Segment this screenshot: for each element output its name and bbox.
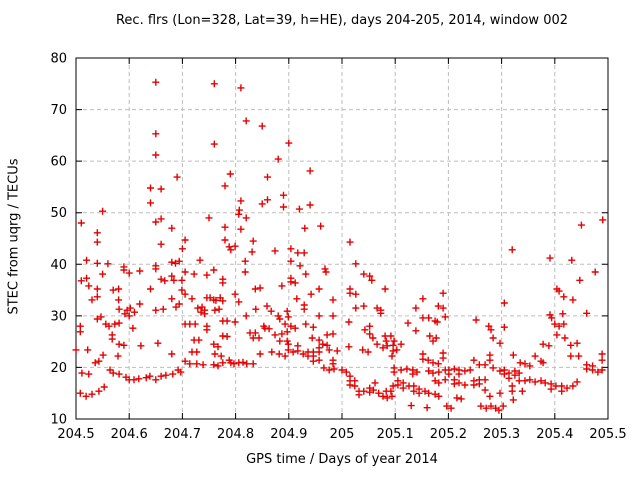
data-points [72,78,607,414]
x-tick-label: 204.8 [217,427,254,442]
x-tick-label: 204.9 [270,427,307,442]
x-tick-label: 205.5 [589,427,626,442]
axis-ticks [75,57,609,420]
x-tick-label: 205 [330,427,355,442]
x-tick-label: 204.6 [111,427,148,442]
grid-lines [76,58,608,419]
x-tick-label: 204.5 [57,427,94,442]
y-tick-label: 20 [50,361,67,376]
y-tick-label: 70 [50,103,67,118]
chart-title: Rec. flrs (Lon=328, Lat=39, h=HE), days … [115,13,569,28]
x-axis-label: GPS time / Days of year 2014 [246,452,438,467]
y-tick-label: 60 [50,155,67,170]
y-tick-label: 30 [50,309,67,324]
x-tick-label: 204.7 [164,427,201,442]
y-tick-label: 80 [50,52,67,67]
x-tick-label: 205.4 [536,427,573,442]
x-tick-label: 205.1 [377,427,414,442]
y-tick-label: 40 [50,258,67,273]
y-tick-label: 10 [50,413,67,428]
x-tick-label: 205.3 [483,427,520,442]
x-tick-label: 205.2 [430,427,467,442]
plot-border [75,57,609,420]
y-tick-label: 50 [50,206,67,221]
